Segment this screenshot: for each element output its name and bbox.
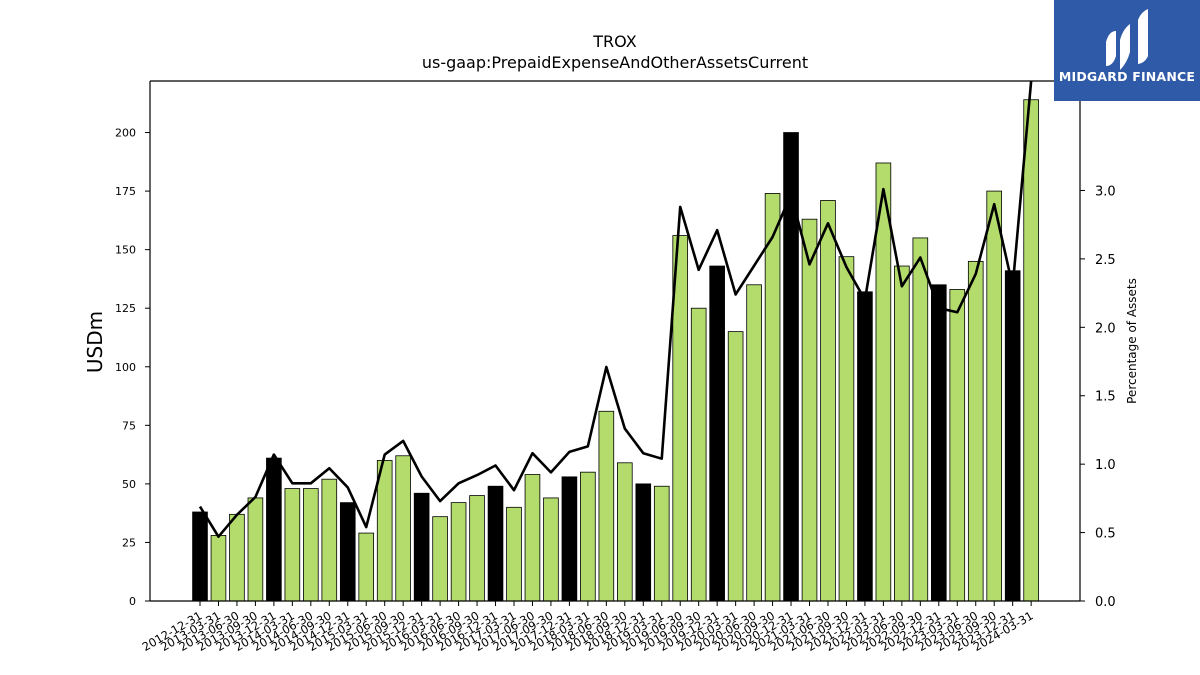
y-axis-title: USDm xyxy=(83,311,107,373)
bar-2014-03-31 xyxy=(284,488,301,602)
left-tick-label: 25 xyxy=(122,536,136,549)
left-tick-label: 75 xyxy=(122,419,136,432)
right-axis-title: Percentage of Assets xyxy=(1125,278,1139,404)
left-tick-label: 200 xyxy=(115,127,136,140)
bar-2014-06-30 xyxy=(303,488,319,602)
bar-series xyxy=(192,99,1039,602)
logo-mark-icon xyxy=(1106,9,1148,70)
bar-2017-12-31 xyxy=(561,476,578,602)
percentage-line-series xyxy=(198,81,1033,538)
bar-2013-12-31 xyxy=(266,457,282,602)
bar-2020-03-31 xyxy=(727,331,744,602)
left-tick-label: 0 xyxy=(129,595,136,608)
left-tick-label: 50 xyxy=(122,478,136,491)
bar-2019-09-30 xyxy=(690,307,707,602)
bar-2023-12-31 xyxy=(1004,270,1021,602)
bar-2017-09-30 xyxy=(543,497,559,602)
bar-2021-09-30 xyxy=(838,256,855,602)
bar-2020-12-31 xyxy=(783,132,799,602)
bar-2016-12-31 xyxy=(487,485,504,602)
bar-2021-03-31 xyxy=(801,218,818,602)
bar-2014-12-31 xyxy=(339,502,356,602)
bar-2016-03-31 xyxy=(432,516,448,602)
right-tick-label: 2.0 xyxy=(1095,321,1116,336)
bar-2022-03-31 xyxy=(875,162,892,602)
x-axis-ticks: 2012-12-312013-03-312013-06-302013-09-30… xyxy=(140,601,1036,654)
bar-2020-09-30 xyxy=(764,193,781,602)
bar-2023-06-30 xyxy=(967,260,984,602)
bar-2020-06-30 xyxy=(746,284,762,602)
bar-2015-12-31 xyxy=(413,492,430,602)
bar-2023-09-30 xyxy=(986,190,1003,602)
bar-2019-03-31 xyxy=(653,485,670,602)
bar-2016-06-30 xyxy=(450,502,467,602)
left-tick-label: 150 xyxy=(115,244,136,257)
right-axis-ticks: 0.0 0.5 1.0 1.5 2.0 2.5 3.0 xyxy=(1080,184,1116,610)
bar-2021-06-30 xyxy=(820,200,836,602)
bar-2018-06-30 xyxy=(598,410,615,602)
right-tick-label: 0.5 xyxy=(1095,527,1116,542)
chart-subtitle: us-gaap:PrepaidExpenseAndOtherAssetsCurr… xyxy=(421,53,809,72)
bar-2022-06-30 xyxy=(894,265,910,602)
axes xyxy=(149,80,1081,602)
bar-2013-09-30 xyxy=(247,497,264,602)
percentage-of-assets-line xyxy=(198,81,1033,538)
bar-2024-03-31 xyxy=(1023,99,1039,602)
bar-2013-06-30 xyxy=(229,513,245,602)
left-axis-ticks: 0 25 50 75 100 125 150 175 200 xyxy=(115,127,150,608)
bar-2015-09-30 xyxy=(395,455,411,602)
bar-2015-06-30 xyxy=(376,460,393,602)
bar-2015-03-31 xyxy=(358,532,375,602)
bar-2018-12-31 xyxy=(635,483,652,602)
right-tick-label: 1.0 xyxy=(1095,458,1116,473)
right-tick-label: 2.5 xyxy=(1095,253,1116,268)
chart-title: TROX xyxy=(593,32,637,51)
right-tick-label: 0.0 xyxy=(1095,595,1116,610)
bar-2013-03-31 xyxy=(210,535,227,602)
bar-2017-06-30 xyxy=(524,474,541,602)
bar-2022-12-31 xyxy=(931,284,947,602)
right-tick-label: 3.0 xyxy=(1095,184,1116,199)
logo-text: MIDGARD FINANCE xyxy=(1058,69,1196,84)
bar-2016-09-30 xyxy=(469,495,485,602)
left-tick-label: 100 xyxy=(115,361,136,374)
left-tick-label: 175 xyxy=(115,185,136,198)
right-tick-label: 1.5 xyxy=(1095,390,1116,405)
bar-2021-12-31 xyxy=(857,291,873,602)
bar-2023-03-31 xyxy=(949,289,966,602)
midgard-finance-logo: MIDGARD FINANCE xyxy=(1054,0,1200,101)
bar-2018-09-30 xyxy=(617,462,633,602)
bar-2017-03-31 xyxy=(506,506,522,602)
bar-2019-12-31 xyxy=(709,265,725,602)
bar-2022-09-30 xyxy=(912,237,929,602)
bar-2012-12-31 xyxy=(192,511,208,602)
bar-2018-03-31 xyxy=(580,471,596,602)
left-tick-label: 125 xyxy=(115,302,136,315)
bar-2014-09-30 xyxy=(321,478,338,602)
